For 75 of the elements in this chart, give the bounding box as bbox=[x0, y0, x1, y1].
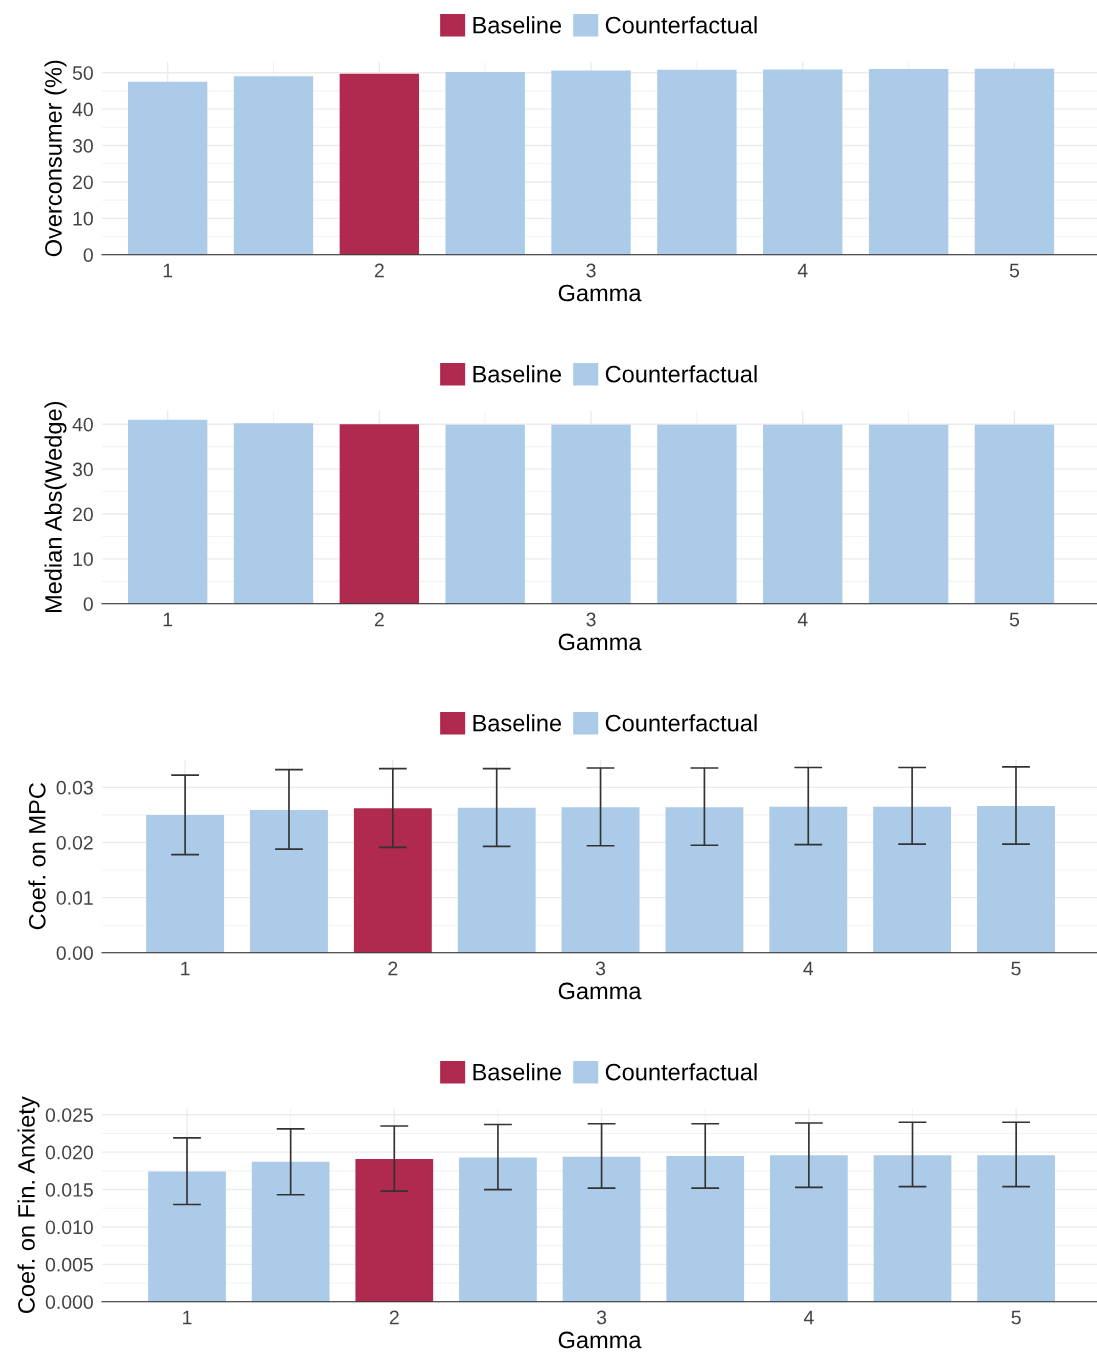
y-tick-label: 0.025 bbox=[45, 1108, 93, 1122]
x-tick-label: 2 bbox=[374, 612, 384, 627]
y-tick-label: 10 bbox=[73, 211, 93, 226]
legend-label: Counterfactual bbox=[605, 714, 757, 732]
bar bbox=[339, 73, 420, 255]
bar bbox=[562, 1156, 641, 1302]
legend-label: Counterfactual bbox=[605, 16, 757, 34]
y-tick-label: 0.000 bbox=[45, 1295, 93, 1309]
bar bbox=[763, 69, 843, 255]
y-tick-label: 0.015 bbox=[45, 1183, 93, 1197]
bar bbox=[666, 1155, 745, 1302]
y-tick-label: 0 bbox=[83, 248, 93, 262]
x-tick-label: 2 bbox=[388, 961, 398, 976]
x-tick-label: 3 bbox=[586, 263, 596, 278]
bar bbox=[445, 71, 525, 255]
x-tick-label: 1 bbox=[163, 612, 173, 627]
x-tick-label: 4 bbox=[797, 263, 808, 278]
y-tick-label: 40 bbox=[72, 102, 93, 117]
y-tick-label: 50 bbox=[72, 66, 93, 80]
x-tick-label: 1 bbox=[163, 263, 173, 278]
x-tick-label: 2 bbox=[389, 1310, 399, 1325]
y-tick-label: 20 bbox=[73, 507, 93, 522]
bar bbox=[127, 81, 208, 255]
y-tick-label: 0.010 bbox=[45, 1220, 93, 1235]
y-tick-label: 0.005 bbox=[45, 1257, 93, 1272]
x-tick-label: 3 bbox=[596, 1310, 607, 1325]
x-axis-title: Gamma bbox=[558, 1331, 642, 1349]
legend-label: Counterfactual bbox=[605, 1063, 757, 1081]
bar bbox=[355, 1158, 434, 1302]
y-tick-label: 10 bbox=[73, 552, 93, 567]
x-tick-label: 5 bbox=[1011, 1310, 1021, 1325]
legend-label: Baseline bbox=[473, 714, 562, 732]
x-axis-title: Gamma bbox=[558, 284, 642, 302]
bar bbox=[868, 69, 949, 255]
y-axis-title: Coef. on Fin. Anxiety bbox=[17, 1096, 40, 1313]
y-axis-title: Median Abs(Wedge) bbox=[44, 401, 67, 613]
x-tick-label: 2 bbox=[374, 263, 384, 278]
y-tick-label: 0.020 bbox=[45, 1145, 93, 1160]
x-tick-label: 5 bbox=[1011, 961, 1021, 976]
y-tick-label: 30 bbox=[72, 462, 93, 477]
legend-label: Baseline bbox=[473, 365, 562, 383]
bar bbox=[770, 1155, 848, 1302]
x-tick-label: 5 bbox=[1009, 263, 1020, 278]
x-tick-label: 1 bbox=[181, 961, 190, 976]
y-tick-label: 40 bbox=[72, 417, 93, 432]
y-tick-label: 0.03 bbox=[56, 780, 93, 795]
legend-label: Baseline bbox=[473, 1063, 562, 1081]
y-tick-label: 0.02 bbox=[56, 835, 93, 850]
y-tick-label: 0.01 bbox=[56, 891, 93, 905]
y-tick-label: 20 bbox=[73, 175, 93, 190]
bar bbox=[459, 1157, 537, 1302]
bar bbox=[657, 69, 737, 255]
bar bbox=[974, 68, 1055, 255]
y-axis-title: Coef. on MPC bbox=[28, 783, 46, 930]
x-tick-label: 4 bbox=[797, 612, 808, 627]
y-tick-label: 0 bbox=[83, 597, 93, 611]
x-axis-title: Gamma bbox=[558, 633, 642, 651]
y-tick-label: 0.00 bbox=[56, 946, 93, 960]
legend-label: Baseline bbox=[473, 16, 562, 34]
bar bbox=[551, 70, 631, 255]
x-tick-label: 1 bbox=[183, 1310, 192, 1325]
bar bbox=[233, 76, 314, 255]
x-tick-label: 4 bbox=[803, 1310, 814, 1325]
x-tick-label: 3 bbox=[595, 961, 606, 976]
y-tick-label: 30 bbox=[72, 138, 93, 153]
legend-label: Counterfactual bbox=[605, 365, 757, 383]
y-axis-title: Overconsumer (%) bbox=[44, 60, 67, 257]
x-tick-label: 3 bbox=[586, 612, 596, 627]
bar bbox=[873, 1155, 952, 1302]
bar bbox=[251, 1161, 330, 1302]
bar bbox=[977, 1155, 1056, 1302]
x-tick-label: 4 bbox=[803, 961, 814, 976]
x-tick-label: 5 bbox=[1009, 612, 1020, 627]
x-axis-title: Gamma bbox=[558, 982, 642, 1000]
bar bbox=[148, 1171, 226, 1302]
